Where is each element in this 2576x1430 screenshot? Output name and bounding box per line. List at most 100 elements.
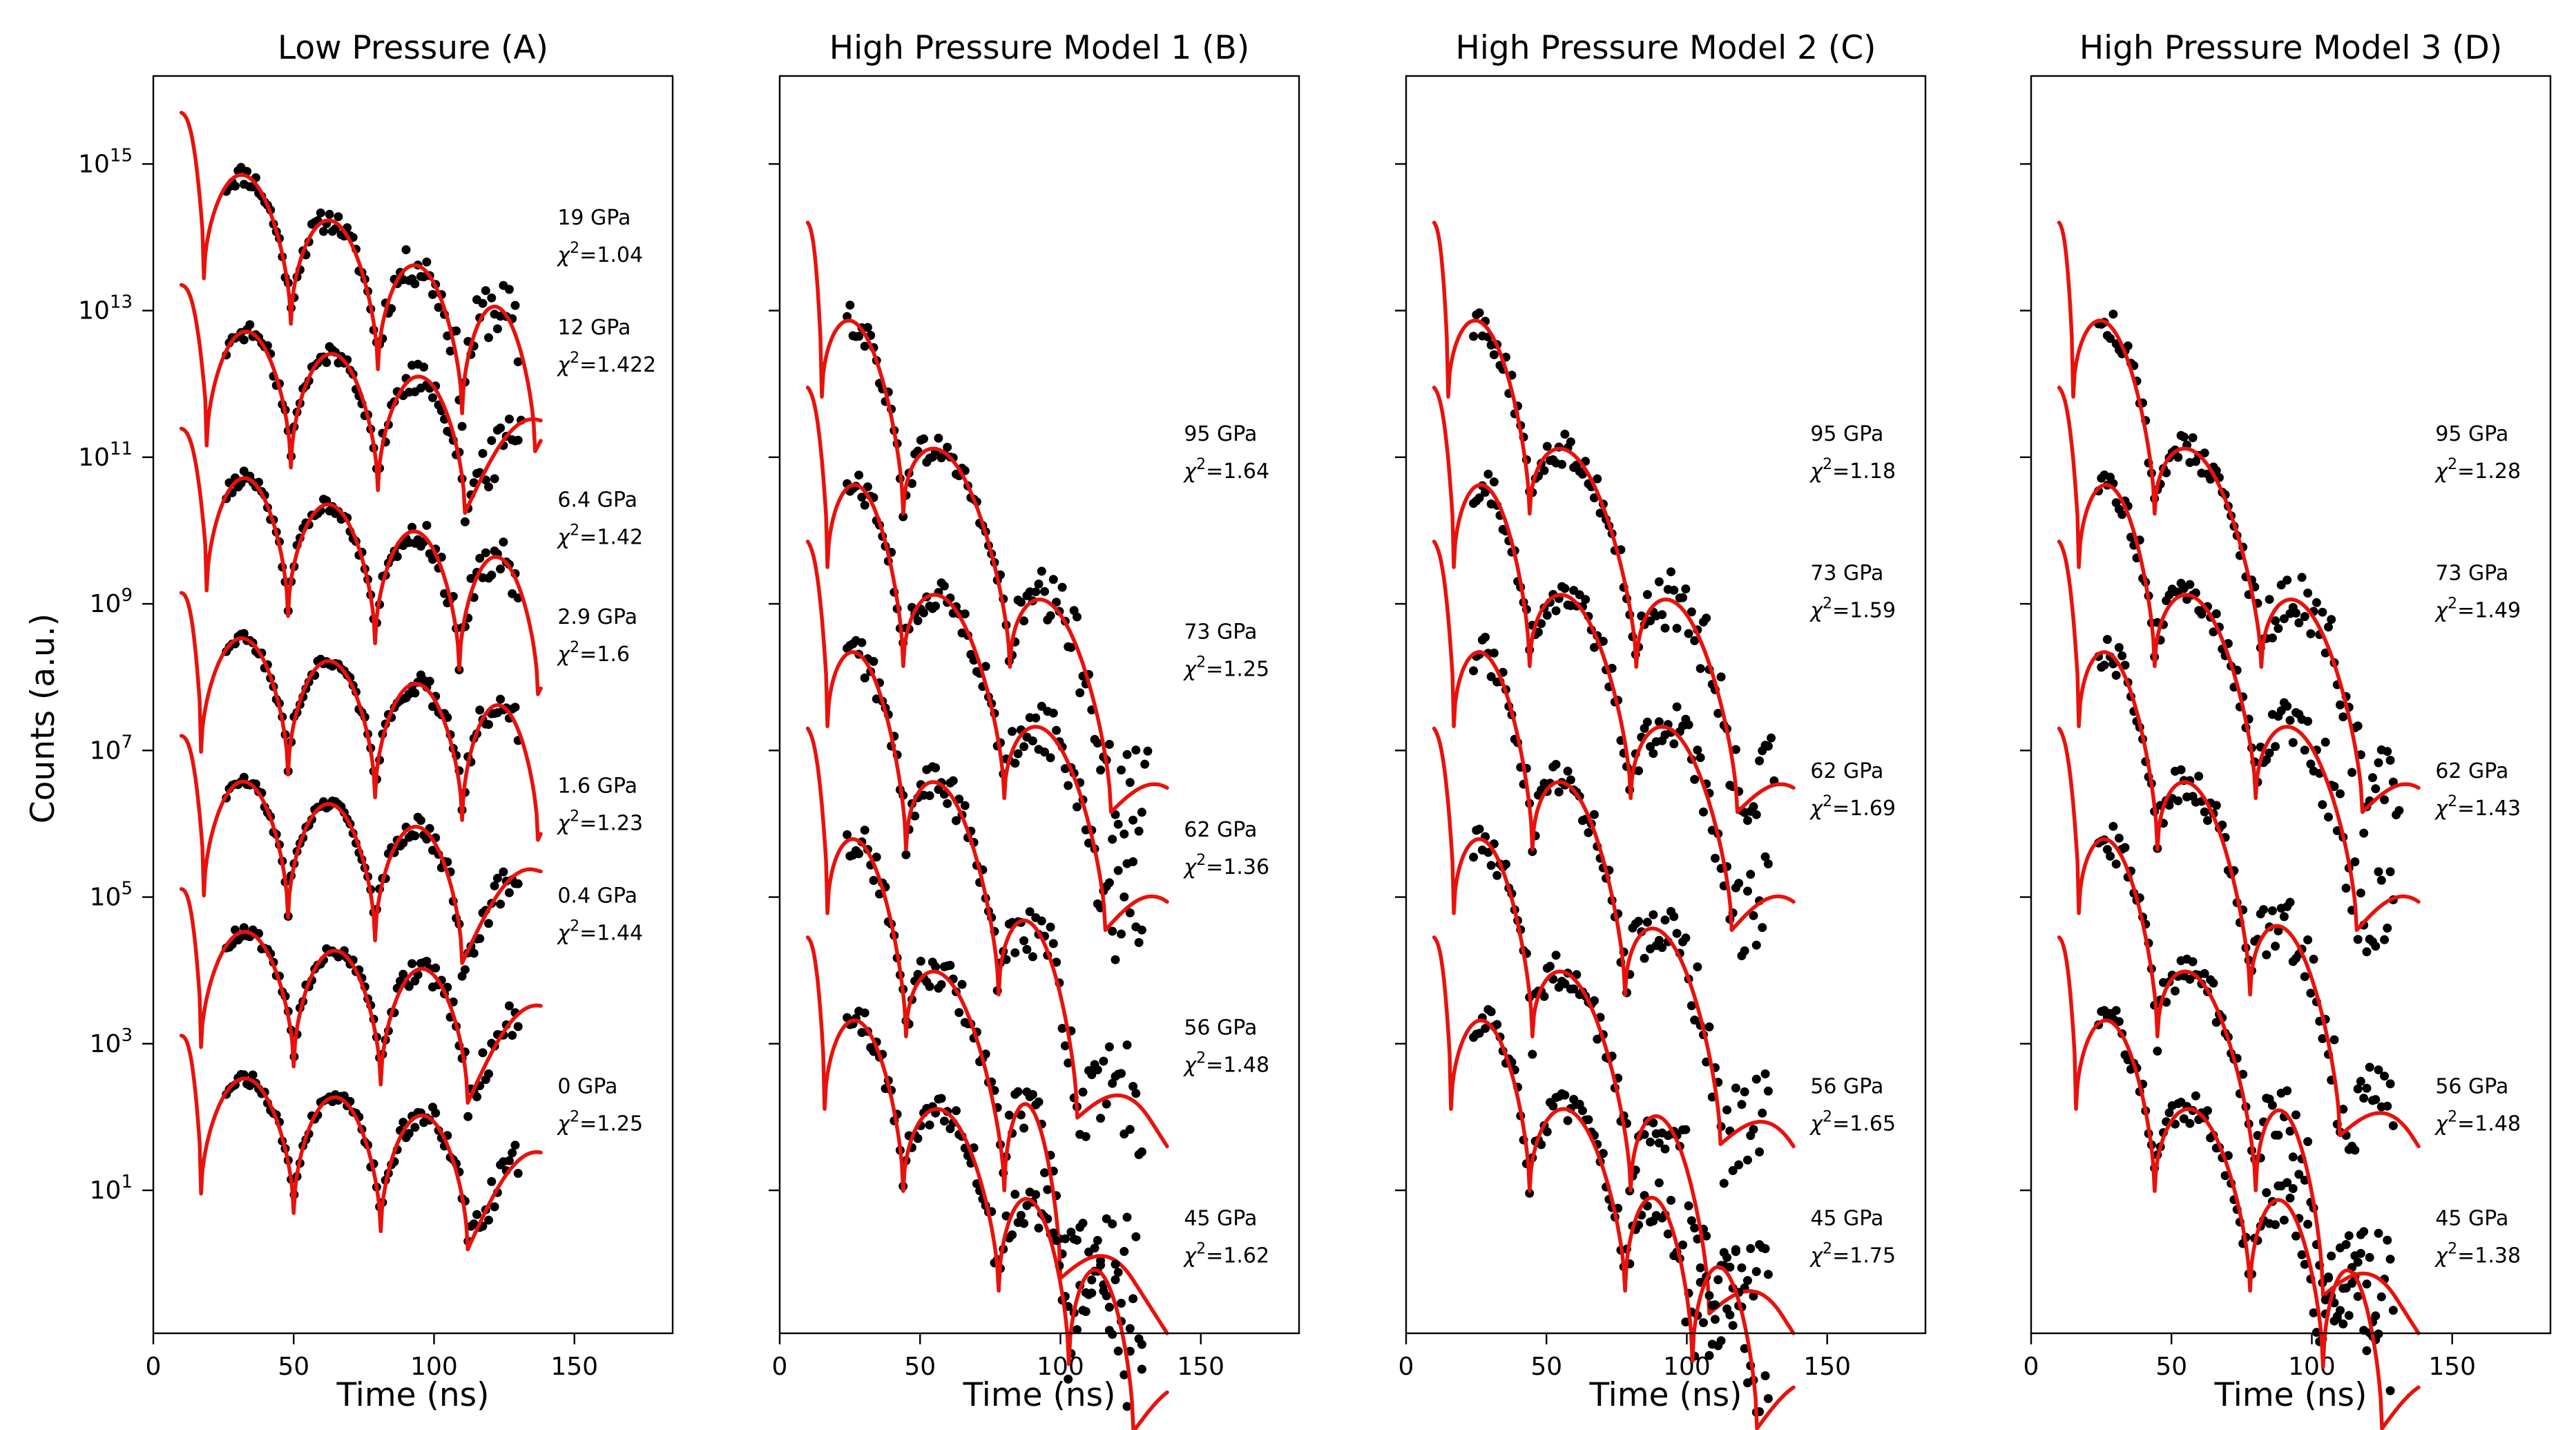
- data-point: [1663, 1229, 1673, 1239]
- data-point: [490, 881, 499, 890]
- panel-2: High Pressure Model 1 (B) 0 50 100 150 Time (…: [769, 29, 1300, 1430]
- data-point: [913, 616, 923, 625]
- data-point: [1131, 745, 1141, 755]
- data-point: [2288, 738, 2298, 747]
- chi-value: 1.44: [597, 921, 643, 945]
- data-point: [1763, 1270, 1773, 1279]
- data-point: [1481, 632, 1490, 642]
- data-point: [1734, 879, 1744, 888]
- data-point: [1751, 810, 1761, 819]
- data-point: [2173, 452, 2183, 462]
- data-point: [2385, 1079, 2395, 1089]
- data-point: [1481, 1024, 1490, 1033]
- data-point: [1563, 1116, 1573, 1125]
- data-point: [231, 181, 240, 191]
- chi-exponent: 2: [2448, 595, 2457, 613]
- data-point: [487, 293, 497, 303]
- data-point: [1711, 853, 1720, 863]
- y-tick-base: 10: [90, 884, 122, 912]
- data-point: [1590, 996, 1599, 1005]
- data-point: [422, 521, 432, 530]
- data-point: [2259, 905, 2269, 915]
- data-point: [2267, 906, 2277, 915]
- data-point: [1008, 727, 1017, 736]
- chi-symbol: χ: [556, 921, 570, 945]
- equals-sign: =: [579, 642, 597, 667]
- data-point: [2111, 671, 2121, 680]
- data-point: [2303, 935, 2313, 944]
- data-point: [392, 552, 402, 562]
- data-point: [2311, 598, 2321, 607]
- data-point: [2288, 1184, 2298, 1193]
- data-point: [1031, 1190, 1041, 1199]
- data-point: [2282, 701, 2292, 711]
- data-point: [2359, 1094, 2369, 1103]
- data-point: [1560, 430, 1570, 439]
- data-point: [2362, 1346, 2372, 1355]
- data-point: [1137, 925, 1146, 935]
- chi-square-label: χ2=1.36: [1182, 852, 1269, 879]
- data-point: [1681, 933, 1691, 943]
- x-tick-label: 150: [1177, 1353, 1224, 1381]
- chi-value: 1.62: [1223, 1243, 1269, 1268]
- chi-exponent: 2: [1196, 654, 1206, 671]
- chi-square-label: χ2=1.42: [556, 522, 643, 549]
- chi-symbol: χ: [556, 525, 570, 549]
- data-point: [452, 326, 461, 336]
- data-point: [1016, 598, 1026, 607]
- data-point: [2306, 989, 2316, 998]
- chi-square-label: χ2=1.04: [556, 240, 643, 267]
- data-point: [513, 357, 523, 367]
- data-point: [322, 358, 331, 368]
- data-point: [1064, 1374, 1073, 1384]
- data-point: [1734, 1160, 1744, 1170]
- chi-value: 1.36: [1223, 855, 1269, 879]
- data-point: [1108, 926, 1117, 936]
- data-point: [1057, 582, 1067, 592]
- data-point: [2111, 859, 2121, 869]
- panel-title: High Pressure Model 3 (D): [2079, 29, 2502, 67]
- chi-exponent: 2: [1196, 456, 1206, 473]
- chi-symbol: χ: [1182, 855, 1197, 879]
- pressure-label: 45 GPa: [1184, 1206, 1257, 1230]
- data-point: [2297, 1250, 2307, 1259]
- data-point: [1569, 984, 1579, 993]
- data-point: [1595, 508, 1605, 518]
- data-point: [1113, 819, 1123, 829]
- data-point: [1551, 760, 1561, 769]
- data-point: [1546, 962, 1555, 971]
- y-tick-base: 10: [90, 1176, 122, 1205]
- data-point: [2388, 1306, 2398, 1315]
- data-point: [1725, 1310, 1735, 1319]
- chi-symbol: χ: [556, 642, 570, 667]
- data-point: [857, 638, 867, 647]
- data-point: [1590, 642, 1599, 652]
- data-point: [2338, 712, 2348, 722]
- data-point: [2106, 851, 2115, 861]
- data-point: [1131, 1232, 1141, 1241]
- data-point: [1010, 948, 1020, 957]
- data-point: [1134, 937, 1144, 947]
- data-point: [1066, 642, 1076, 652]
- data-point: [504, 888, 514, 897]
- data-point: [1660, 1144, 1670, 1154]
- data-point: [460, 965, 470, 975]
- data-point: [2383, 1235, 2392, 1245]
- data-point: [2336, 1243, 2345, 1252]
- data-point: [1016, 1110, 1026, 1120]
- data-point: [1740, 1344, 1749, 1353]
- data-point: [2336, 789, 2345, 799]
- equals-sign: =: [2457, 459, 2474, 484]
- data-point: [2282, 1086, 2292, 1096]
- data-point: [1096, 1260, 1106, 1270]
- chi-exponent: 2: [1823, 1240, 1832, 1257]
- data-point: [481, 548, 490, 557]
- data-point: [1048, 575, 1058, 584]
- data-point: [925, 982, 934, 991]
- data-point: [1551, 606, 1561, 616]
